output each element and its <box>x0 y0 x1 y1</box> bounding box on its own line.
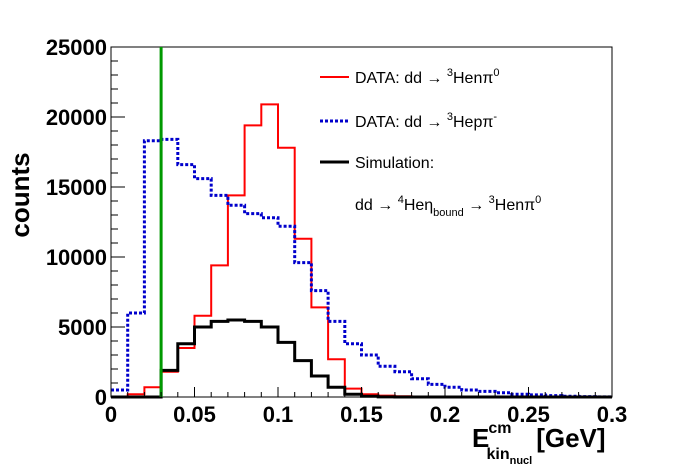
x-axis-title-sup: cm <box>488 420 511 437</box>
x-tick-label: 0.3 <box>597 402 628 427</box>
y-tick-label: 10000 <box>46 245 107 270</box>
x-tick-label: 0.2 <box>430 402 461 427</box>
x-axis-title-unit: [GeV] <box>536 423 605 453</box>
x-axis-title-sub: kin <box>486 446 509 463</box>
y-axis-title: counts <box>5 152 35 237</box>
legend-label-simulation: Simulation: <box>355 155 434 172</box>
y-tick-label: 20000 <box>46 105 107 130</box>
x-tick-label: 0.25 <box>507 402 550 427</box>
x-axis-title-subsub: nucl <box>510 455 533 467</box>
x-tick-label: 0.05 <box>173 402 216 427</box>
series-simulation <box>111 318 612 399</box>
y-tick-label: 15000 <box>46 175 107 200</box>
x-axis-title-main: E <box>472 423 489 453</box>
x-tick-label: 0.15 <box>340 402 383 427</box>
legend: DATA: dd → 3Henπ0 DATA: dd → 3Hepπ- Simu… <box>320 67 541 219</box>
legend-label-simulation-reaction: dd → 4Heηbound → 3Henπ0 <box>355 194 541 219</box>
x-tick-label: 0.1 <box>263 402 294 427</box>
x-axis-title: Ecm kinnucl[GeV] <box>472 420 606 467</box>
legend-label-data-pim: DATA: dd → 3Hepπ- <box>355 111 497 131</box>
legend-label-data-pi0: DATA: dd → 3Henπ0 <box>355 67 500 87</box>
y-tick-label: 25000 <box>46 35 107 60</box>
x-tick-label: 0 <box>105 402 117 427</box>
y-tick-label: 5000 <box>58 315 107 340</box>
y-tick-label: 0 <box>95 385 107 410</box>
